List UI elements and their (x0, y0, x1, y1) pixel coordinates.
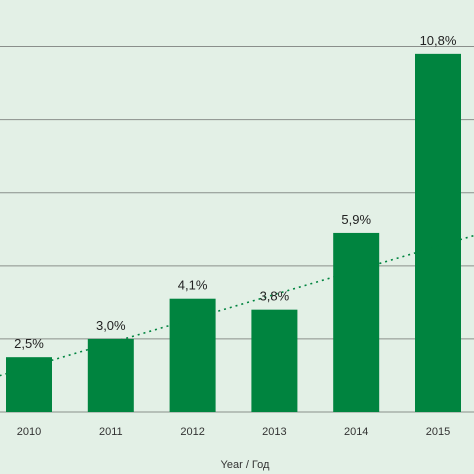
value-label-2010: 2,5% (14, 336, 44, 351)
value-label-2013: 3,8% (260, 289, 290, 304)
bar-2015 (415, 53, 461, 412)
trend-line (0, 234, 474, 377)
trend-line-dotted (0, 234, 474, 377)
x-tick-2014: 2014 (344, 426, 368, 438)
x-tick-2011: 2011 (99, 426, 123, 438)
gridlines (0, 46, 474, 413)
bar-2011 (87, 338, 134, 412)
x-tick-2013: 2013 (262, 426, 286, 438)
x-tick-2015: 2015 (426, 426, 450, 438)
bars (6, 53, 461, 412)
x-tick-labels: 2010 2011 2012 2013 2014 2015 (17, 426, 450, 438)
value-label-2014: 5,9% (341, 212, 371, 227)
value-label-2011: 3,0% (96, 318, 126, 333)
bar-2014 (333, 232, 380, 412)
bar-2010 (6, 357, 52, 412)
value-labels: 2,5% 3,0% 4,1% 3,8% 5,9% 10,8% (14, 33, 457, 351)
bar-2013 (251, 309, 298, 412)
x-axis-label: Year / Год (221, 459, 270, 471)
bar-2012 (169, 298, 216, 412)
value-label-2012: 4,1% (178, 278, 208, 293)
x-tick-2012: 2012 (180, 426, 204, 438)
value-label-2015: 10,8% (420, 33, 457, 48)
x-tick-2010: 2010 (17, 426, 41, 438)
